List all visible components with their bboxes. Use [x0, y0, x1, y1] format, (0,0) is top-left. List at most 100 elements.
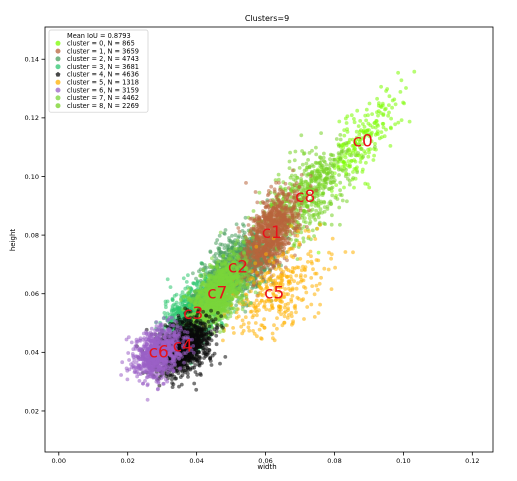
- data-point: [370, 112, 374, 116]
- data-point: [275, 212, 279, 217]
- data-point: [268, 275, 273, 280]
- data-point: [404, 86, 408, 90]
- data-point: [215, 238, 220, 242]
- data-point: [254, 298, 259, 303]
- data-point: [245, 250, 250, 254]
- data-point: [378, 104, 383, 109]
- data-point: [303, 216, 307, 221]
- data-point: [284, 267, 289, 271]
- data-point: [234, 222, 239, 227]
- data-point: [301, 264, 305, 269]
- data-point: [366, 121, 371, 126]
- data-point: [292, 158, 297, 163]
- data-point: [326, 267, 331, 272]
- data-point: [251, 209, 256, 213]
- data-point: [358, 137, 363, 142]
- data-point: [384, 127, 388, 132]
- data-point: [322, 205, 327, 210]
- data-point: [294, 273, 299, 278]
- data-point: [271, 260, 276, 265]
- data-point: [309, 302, 314, 307]
- data-point: [199, 261, 204, 266]
- data-point: [290, 246, 295, 251]
- data-point: [318, 222, 323, 227]
- data-point: [396, 70, 400, 75]
- data-point: [317, 193, 321, 197]
- data-point: [255, 270, 259, 275]
- data-point: [369, 139, 374, 144]
- data-point: [313, 218, 318, 222]
- data-point: [276, 172, 281, 177]
- data-point: [202, 272, 207, 277]
- data-point: [299, 133, 304, 138]
- data-point: [310, 213, 315, 218]
- data-point: [329, 252, 334, 257]
- data-point: [393, 102, 398, 107]
- data-point: [162, 311, 167, 315]
- data-point: [313, 237, 318, 241]
- data-point: [169, 309, 174, 314]
- data-point: [258, 270, 263, 275]
- data-point: [330, 170, 334, 175]
- data-point: [362, 125, 367, 129]
- data-point: [269, 184, 274, 189]
- data-point: [283, 181, 288, 186]
- data-point: [257, 190, 262, 195]
- data-point: [239, 324, 244, 329]
- data-point: [257, 308, 261, 313]
- data-point: [364, 160, 368, 165]
- data-point: [304, 193, 309, 198]
- data-point: [353, 143, 358, 148]
- data-point: [225, 246, 230, 251]
- data-point: [168, 285, 173, 289]
- data-point: [297, 243, 301, 247]
- data-point: [381, 125, 386, 130]
- data-point: [250, 315, 255, 320]
- data-point: [357, 143, 362, 147]
- data-point: [381, 113, 386, 117]
- data-point: [358, 119, 363, 123]
- data-point: [264, 307, 269, 312]
- data-point: [317, 175, 322, 179]
- data-point: [245, 245, 250, 250]
- data-point: [296, 211, 301, 216]
- data-point: [277, 180, 281, 185]
- data-point: [367, 101, 372, 106]
- data-point: [287, 159, 292, 164]
- data-point: [234, 316, 239, 320]
- data-point: [323, 160, 327, 164]
- data-point: [272, 323, 276, 328]
- data-point: [296, 281, 300, 285]
- data-point: [286, 282, 291, 286]
- data-point: [277, 307, 281, 312]
- data-point: [254, 244, 259, 249]
- data-point: [262, 216, 267, 221]
- data-point: [365, 182, 370, 187]
- data-point: [330, 236, 335, 241]
- data-point: [217, 233, 222, 238]
- data-point: [286, 215, 291, 220]
- data-point: [338, 133, 343, 137]
- data-point: [339, 149, 344, 153]
- data-point: [292, 305, 297, 309]
- data-point: [344, 141, 348, 146]
- data-point: [357, 132, 362, 137]
- data-point: [294, 310, 298, 315]
- data-point: [385, 87, 390, 91]
- data-point: [263, 205, 268, 209]
- data-point: [304, 290, 309, 295]
- data-point: [262, 303, 267, 308]
- data-point: [310, 148, 314, 153]
- data-point: [283, 238, 288, 243]
- data-point: [292, 266, 297, 271]
- data-point: [177, 307, 181, 311]
- data-point: [274, 180, 278, 185]
- data-point: [330, 163, 335, 168]
- data-point: [294, 223, 299, 227]
- data-point: [276, 255, 281, 259]
- data-point: [326, 171, 331, 176]
- data-point: [412, 69, 417, 74]
- data-point: [255, 229, 260, 234]
- data-point: [229, 311, 234, 315]
- data-point: [266, 189, 271, 193]
